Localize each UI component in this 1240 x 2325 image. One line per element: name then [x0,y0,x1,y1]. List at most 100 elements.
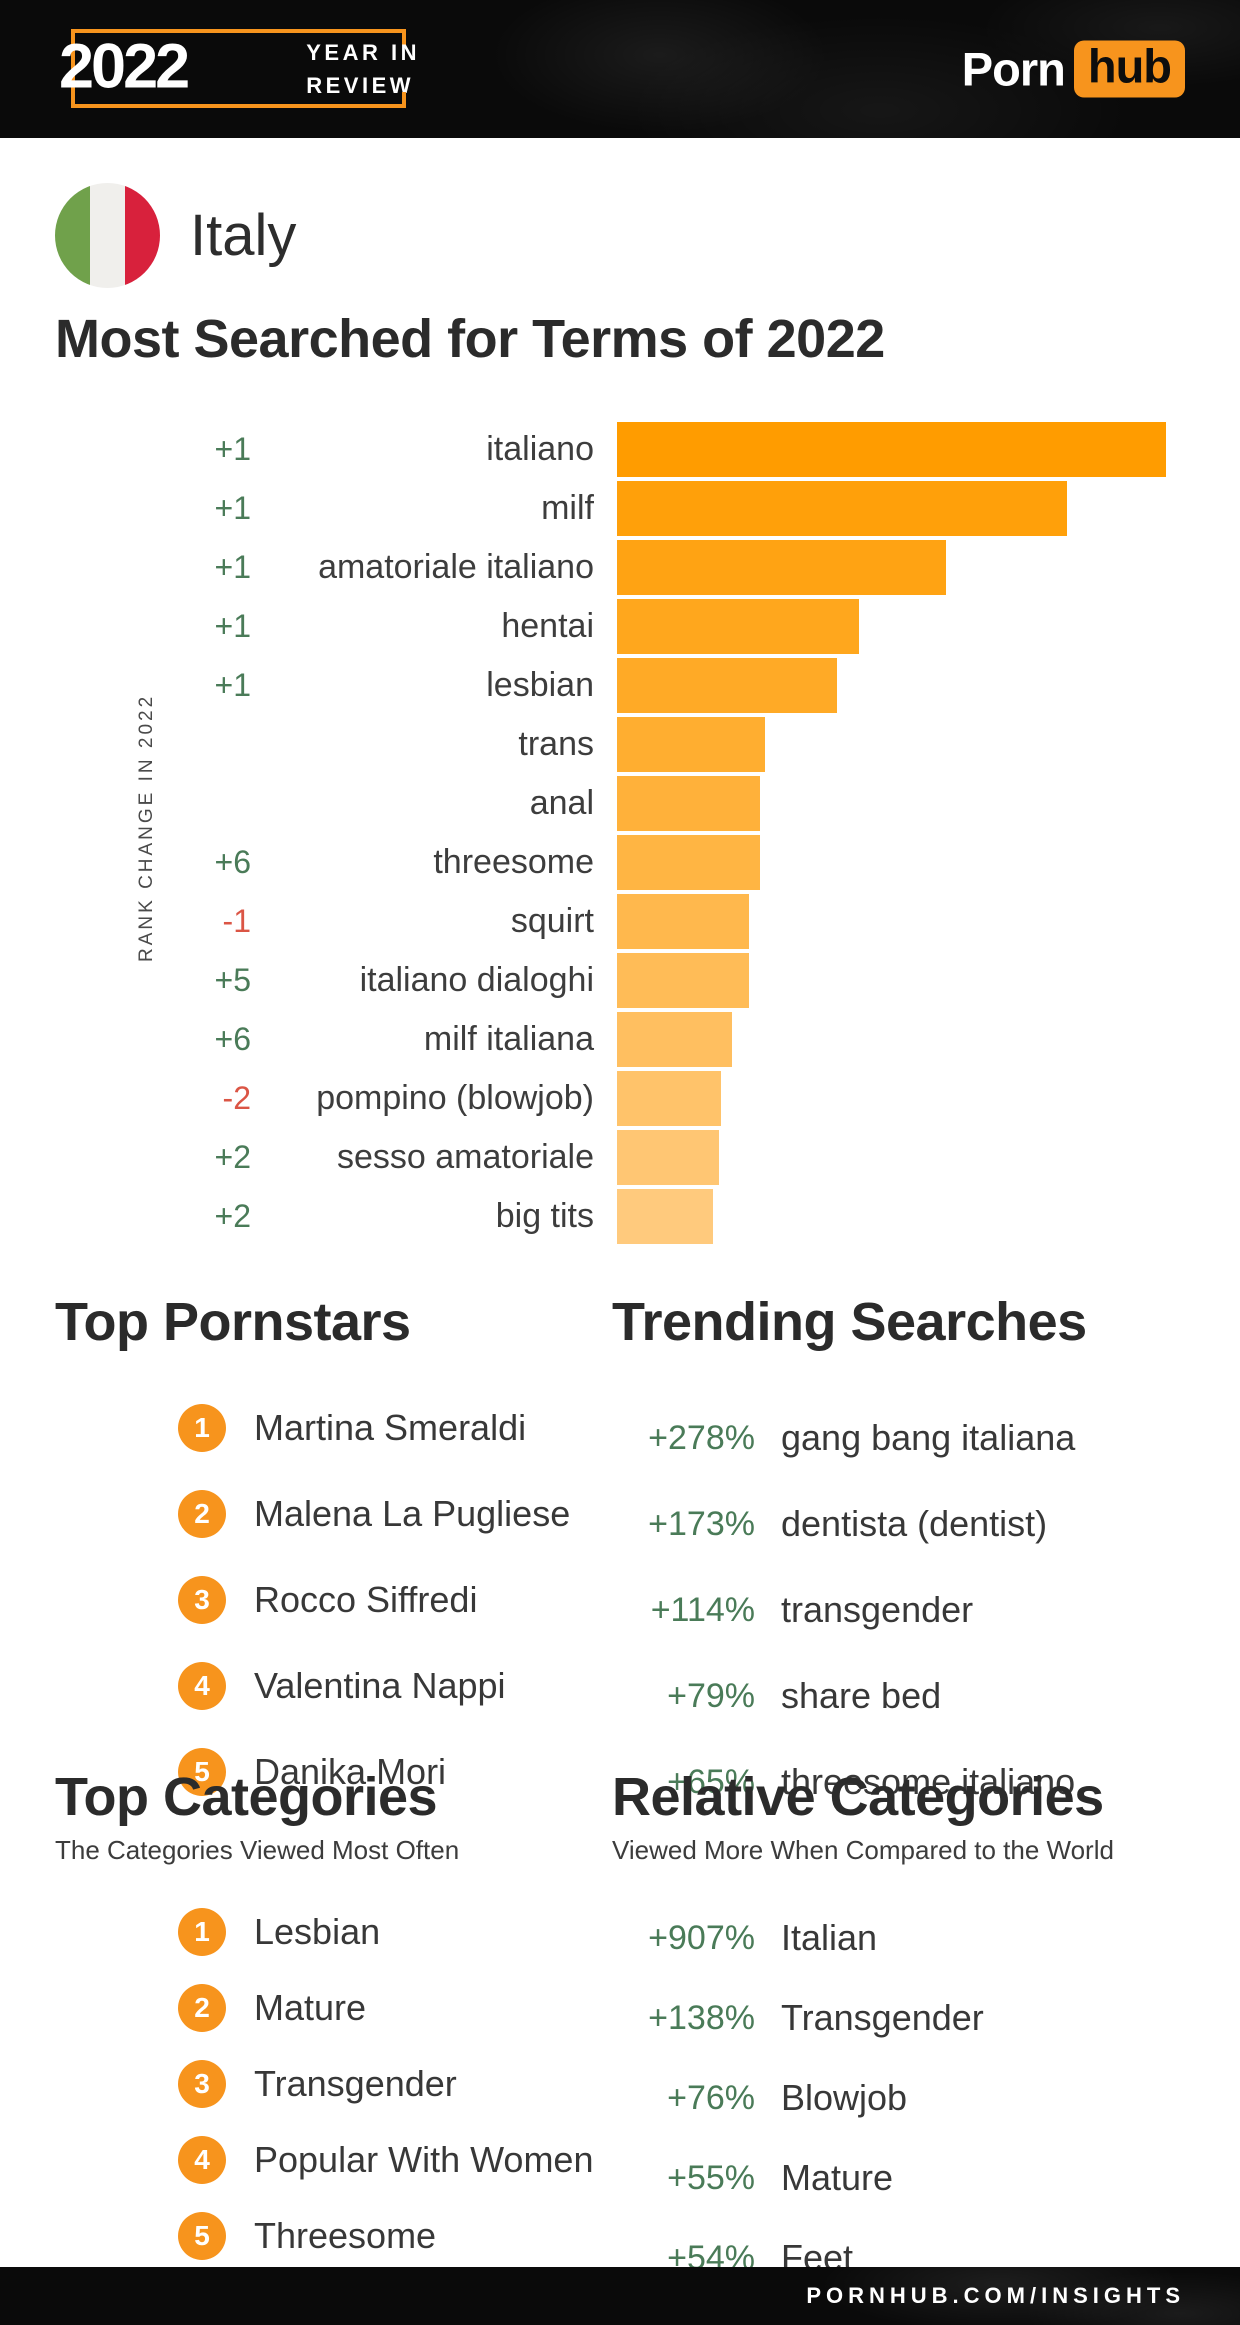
term-label: lesbian [486,666,594,704]
bar-track [617,540,1177,595]
chart-row: +2 sesso amatoriale [0,1130,1240,1185]
list-item: +55% Mature [612,2154,1185,2202]
rank-badge: 2 [178,1490,226,1539]
list-item: 4 Valentina Nappi [178,1662,612,1711]
country-name: Italy [190,203,297,268]
list-item: 5 Danika Mori [178,1748,612,1797]
bar-track [617,1130,1177,1185]
pornstar-name: Martina Smeraldi [254,1407,527,1449]
section-title: Trending Searches [612,1292,1087,1352]
term-bar [617,953,749,1008]
top-categories-section: Top Categories The Categories Viewed Mos… [55,1767,612,2314]
section-subtitle: Viewed More When Compared to the World [612,1835,1114,1866]
category-name: Threesome [254,2215,437,2257]
bar-track [617,835,1177,890]
bar-track [617,1189,1177,1244]
chart-row: +1 hentai [0,599,1240,654]
year-label: 2022 [59,31,190,102]
bar-track [617,953,1177,1008]
list-item: 1 Martina Smeraldi [178,1404,612,1453]
rank-badge: 3 [178,1576,226,1625]
term-label: pompino (blowjob) [316,1079,594,1117]
rank-change-value: +6 [214,844,251,880]
term-label: big tits [495,1197,594,1235]
country-header: Italy [55,183,296,288]
term-bar [617,658,837,713]
relative-pct: +907% [648,1918,755,1957]
term-label: sesso amatoriale [336,1138,594,1176]
chart-rows: +1 italiano +1 milf +1 amatoriale italiano +1 h… [0,422,1240,1244]
relative-pct: +76% [667,2078,755,2117]
list-item: +114% transgender [612,1586,1185,1634]
trend-pct: +114% [650,1590,755,1629]
trend-pct: +65% [667,1762,755,1801]
top-pornstars-section: Top Pornstars 1 Martina Smeraldi 2 Malena L… [55,1292,612,1844]
bar-track [617,422,1177,477]
top-pornstars-list: 1 Martina Smeraldi 2 Malena La Pugliese 3 Roc… [55,1404,612,1797]
term-label: italiano dialoghi [359,961,594,999]
bar-track [617,1071,1177,1126]
chart-row: -1 squirt [0,894,1240,949]
chart-row: +1 amatoriale italiano [0,540,1240,595]
list-item: +907% Italian [612,1914,1185,1962]
rank-change-value: +2 [214,1198,251,1234]
rank-change-value: +1 [214,608,251,644]
term-label: threesome [433,843,594,881]
relative-categories-list: +907% Italian +138% Transgender +76% Blowjob +… [612,1914,1185,2282]
relative-term: Blowjob [781,2077,908,2119]
rank-change-axis-label: RANK CHANGE IN 2022 [136,693,157,962]
relative-categories-section: Relative Categories Viewed More When Com… [612,1767,1185,2314]
brand-porn-text: Porn [961,42,1066,96]
chart-row: trans [0,717,1240,772]
italy-flag-icon [55,183,160,288]
rank-badge: 2 [178,1984,226,2033]
most-searched-terms-chart: RANK CHANGE IN 2022 +1 italiano +1 milf +1 am… [0,422,1240,1248]
rank-change-value: +6 [214,1021,251,1057]
rank-badge: 1 [178,1908,226,1957]
pornstar-name: Rocco Siffredi [254,1579,478,1621]
trending-searches-section: Trending Searches +278% gang bang italian… [612,1292,1185,1844]
relative-pct: +55% [667,2158,755,2197]
bar-track [617,481,1177,536]
rank-change-value: +2 [214,1139,251,1175]
list-item: 1 Lesbian [178,1908,612,1957]
section-title: Top Categories [55,1767,438,1827]
term-bar [617,599,859,654]
trend-pct: +173% [648,1504,755,1543]
rank-change-value: -1 [222,903,251,939]
term-bar [617,1012,732,1067]
term-bar [617,776,760,831]
list-item: +278% gang bang italiana [612,1414,1185,1462]
section-title: Relative Categories [612,1767,1104,1827]
pornstar-name: Valentina Nappi [254,1665,506,1707]
relative-term: Transgender [781,1997,984,2039]
bar-track [617,1012,1177,1067]
term-bar [617,894,749,949]
chart-row: +5 italiano dialoghi [0,953,1240,1008]
trend-term: dentista (dentist) [781,1503,1048,1545]
chart-row: +6 milf italiana [0,1012,1240,1067]
section-row-2: Top Categories The Categories Viewed Mos… [0,1767,1240,2314]
term-label: italiano [486,430,594,468]
bar-track [617,717,1177,772]
list-item: 4 Popular With Women [178,2136,612,2185]
list-item: 2 Mature [178,1984,612,2033]
list-item: +79% share bed [612,1672,1185,1720]
pornstar-name: Malena La Pugliese [254,1493,571,1535]
rank-badge: 3 [178,2060,226,2109]
trend-term: threesome italiano [781,1761,1076,1803]
chart-row: +1 italiano [0,422,1240,477]
list-item: +65% threesome italiano [612,1758,1185,1806]
term-bar [617,481,1067,536]
term-bar [617,1071,721,1126]
year-in-line: YEAR IN [306,39,420,65]
trending-searches-list: +278% gang bang italiana +173% dentista (de… [612,1414,1185,1806]
term-bar [617,422,1166,477]
list-item: 5 Threesome [178,2212,612,2261]
header-bar: 2022 YEAR IN REVIEW Porn hub [0,0,1240,138]
list-item: +173% dentista (dentist) [612,1500,1185,1548]
rank-badge: 1 [178,1404,226,1453]
category-name: Lesbian [254,1911,381,1953]
trend-term: gang bang italiana [781,1417,1076,1459]
rank-badge: 4 [178,2136,226,2185]
